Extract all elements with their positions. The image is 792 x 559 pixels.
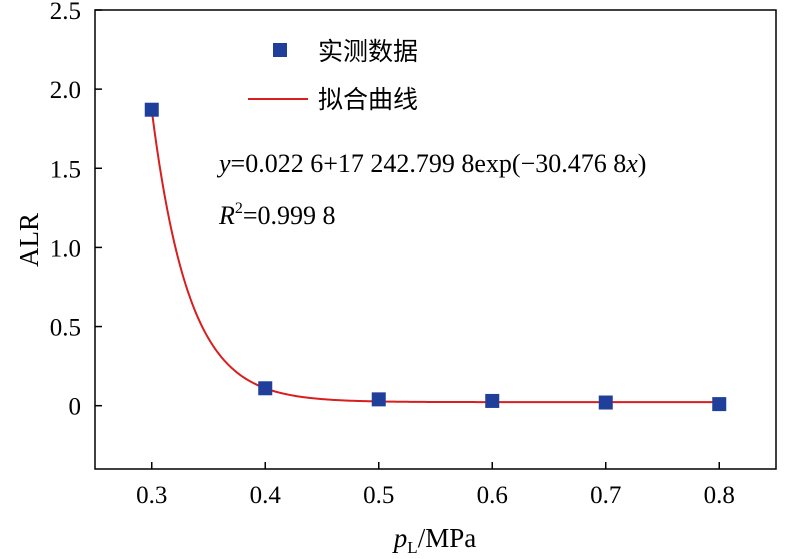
- r2-superscript: 2: [235, 200, 243, 217]
- data-point-marker: [371, 392, 386, 407]
- x-tick-label: 0.4: [250, 482, 282, 509]
- x-tick-label: 0.3: [136, 482, 167, 509]
- legend-label-fit: 拟合曲线: [318, 85, 418, 114]
- equation-y-var: y: [216, 149, 231, 178]
- y-axis-label: ALR: [14, 213, 44, 267]
- data-point-marker: [485, 393, 500, 408]
- x-tick-label: 0.7: [590, 482, 621, 509]
- x-axis-label: pL/MPa: [392, 523, 476, 557]
- data-point-marker: [258, 381, 273, 396]
- x-tick-label: 0.5: [363, 482, 394, 509]
- r2-value: =0.999 8: [243, 201, 336, 230]
- x-axis-ticks: 0.3 0.4 0.5 0.6 0.7 0.8: [136, 462, 735, 509]
- x-axis-label-unit: /MPa: [418, 523, 477, 553]
- legend-marker-square: [273, 43, 287, 57]
- y-axis-ticks: 0 0.5 1.0 1.5 2.0 2.5: [50, 0, 102, 421]
- x-axis-label-subscript: L: [407, 538, 417, 557]
- plot-frame: [94, 9, 777, 470]
- legend: 实测数据 拟合曲线: [248, 37, 418, 114]
- y-tick-label: 2.5: [50, 0, 81, 25]
- equation-x-var: x: [625, 149, 638, 178]
- equation-body: =0.022 6+17 242.799 8exp(−30.476 8: [231, 149, 627, 178]
- data-point-marker: [598, 395, 613, 410]
- y-tick-label: 1.0: [50, 235, 81, 262]
- x-axis-label-var: p: [392, 523, 408, 553]
- x-tick-label: 0.8: [704, 482, 735, 509]
- fit-curve-line: [150, 110, 720, 404]
- data-point-marker: [712, 397, 727, 412]
- data-point-marker: [144, 102, 159, 117]
- equation-close: ): [638, 149, 647, 178]
- y-tick-label: 0: [69, 394, 82, 421]
- r2-var: R: [218, 201, 235, 230]
- fit-equation: y=0.022 6+17 242.799 8exp(−30.476 8x): [216, 149, 646, 178]
- y-tick-label: 2.0: [50, 77, 81, 104]
- y-tick-label: 1.5: [50, 156, 81, 183]
- measured-markers: [144, 102, 727, 412]
- y-tick-label: 0.5: [50, 315, 81, 342]
- legend-label-measured: 实测数据: [318, 37, 418, 66]
- x-tick-label: 0.6: [477, 482, 508, 509]
- r-squared-label: R2=0.999 8: [218, 200, 336, 230]
